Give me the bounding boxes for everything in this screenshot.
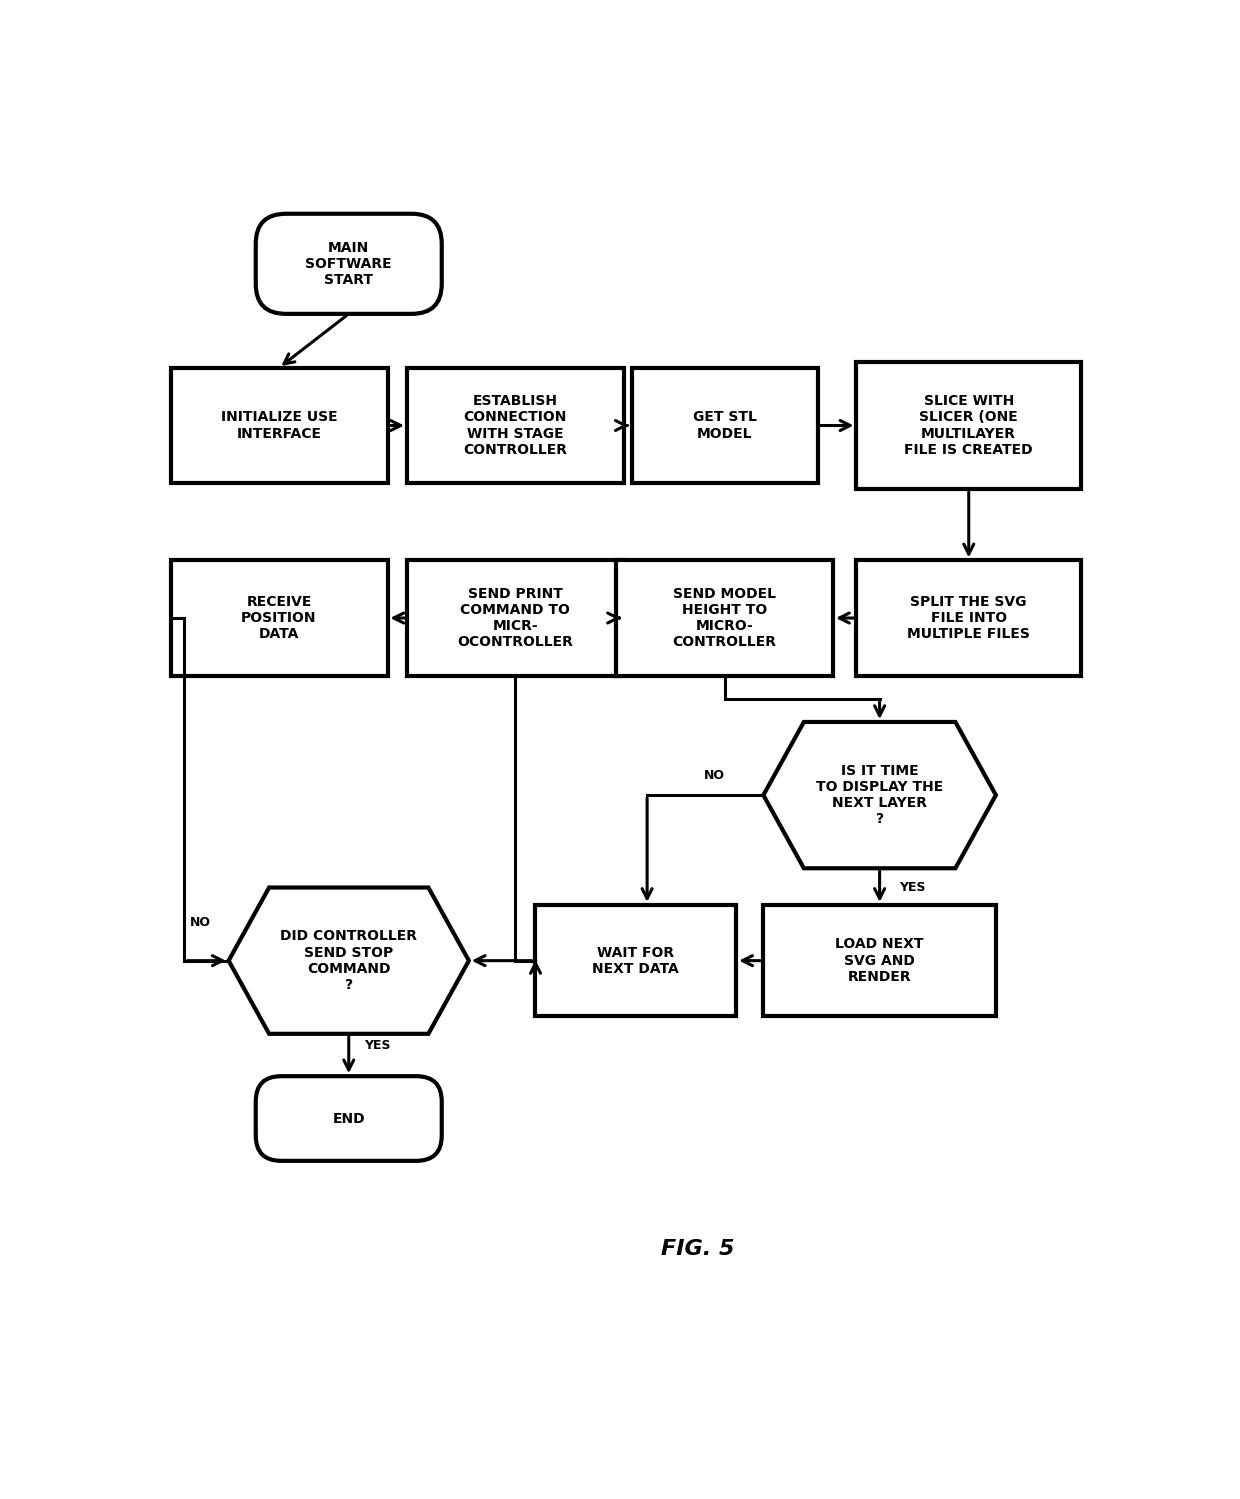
Text: WAIT FOR
NEXT DATA: WAIT FOR NEXT DATA — [593, 946, 678, 976]
Text: GET STL
MODEL: GET STL MODEL — [693, 411, 756, 441]
Bar — [616, 561, 833, 676]
Bar — [407, 367, 624, 483]
Text: SEND MODEL
HEIGHT TO
MICRO-
CONTROLLER: SEND MODEL HEIGHT TO MICRO- CONTROLLER — [672, 586, 776, 649]
Text: FIG. 5: FIG. 5 — [661, 1240, 734, 1259]
Text: YES: YES — [365, 1039, 391, 1052]
Text: END: END — [332, 1112, 365, 1126]
Text: IS IT TIME
TO DISPLAY THE
NEXT LAYER
?: IS IT TIME TO DISPLAY THE NEXT LAYER ? — [816, 764, 944, 826]
FancyBboxPatch shape — [255, 214, 441, 313]
Text: ESTABLISH
CONNECTION
WITH STAGE
CONTROLLER: ESTABLISH CONNECTION WITH STAGE CONTROLL… — [464, 394, 568, 457]
Bar — [171, 367, 387, 483]
Text: YES: YES — [899, 881, 925, 893]
Text: DID CONTROLLER
SEND STOP
COMMAND
?: DID CONTROLLER SEND STOP COMMAND ? — [280, 929, 417, 992]
Bar — [764, 905, 996, 1016]
Text: MAIN
SOFTWARE
START: MAIN SOFTWARE START — [305, 241, 392, 286]
Bar — [407, 561, 624, 676]
Text: INITIALIZE USE
INTERFACE: INITIALIZE USE INTERFACE — [221, 411, 337, 441]
Text: SLICE WITH
SLICER (ONE
MULTILAYER
FILE IS CREATED: SLICE WITH SLICER (ONE MULTILAYER FILE I… — [904, 394, 1033, 457]
Polygon shape — [228, 887, 469, 1034]
Bar — [171, 561, 387, 676]
FancyBboxPatch shape — [255, 1076, 441, 1160]
Bar — [857, 561, 1081, 676]
Bar — [857, 361, 1081, 489]
Text: NO: NO — [190, 916, 211, 929]
Text: LOAD NEXT
SVG AND
RENDER: LOAD NEXT SVG AND RENDER — [836, 937, 924, 983]
Text: RECEIVE
POSITION
DATA: RECEIVE POSITION DATA — [242, 595, 316, 642]
Bar — [534, 905, 737, 1016]
Bar — [631, 367, 817, 483]
Text: SEND PRINT
COMMAND TO
MICR-
OCONTROLLER: SEND PRINT COMMAND TO MICR- OCONTROLLER — [458, 586, 573, 649]
Polygon shape — [764, 723, 996, 868]
Text: SPLIT THE SVG
FILE INTO
MULTIPLE FILES: SPLIT THE SVG FILE INTO MULTIPLE FILES — [908, 595, 1030, 642]
Text: NO: NO — [703, 769, 724, 782]
